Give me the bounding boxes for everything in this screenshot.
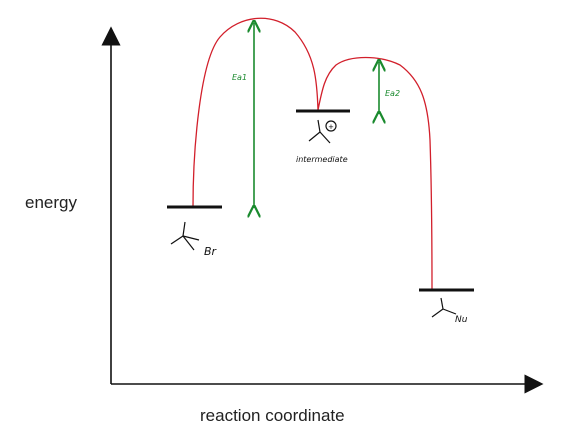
y-axis-label: energy [25, 193, 77, 212]
product-label: Nu [455, 315, 468, 325]
reactant-label: Br [204, 245, 218, 258]
product-structure-icon [431, 297, 457, 318]
ea2-label: Ea2 [385, 89, 400, 98]
reaction-energy-curve [192, 17, 433, 291]
intermediate-structure-icon [308, 119, 337, 144]
intermediate-charge: + [328, 122, 333, 132]
intermediate-label: intermediate [296, 155, 348, 164]
x-axis-label: reaction coordinate [200, 406, 345, 425]
ea1-label: Ea1 [232, 73, 247, 82]
reactant-structure-icon [170, 221, 200, 251]
